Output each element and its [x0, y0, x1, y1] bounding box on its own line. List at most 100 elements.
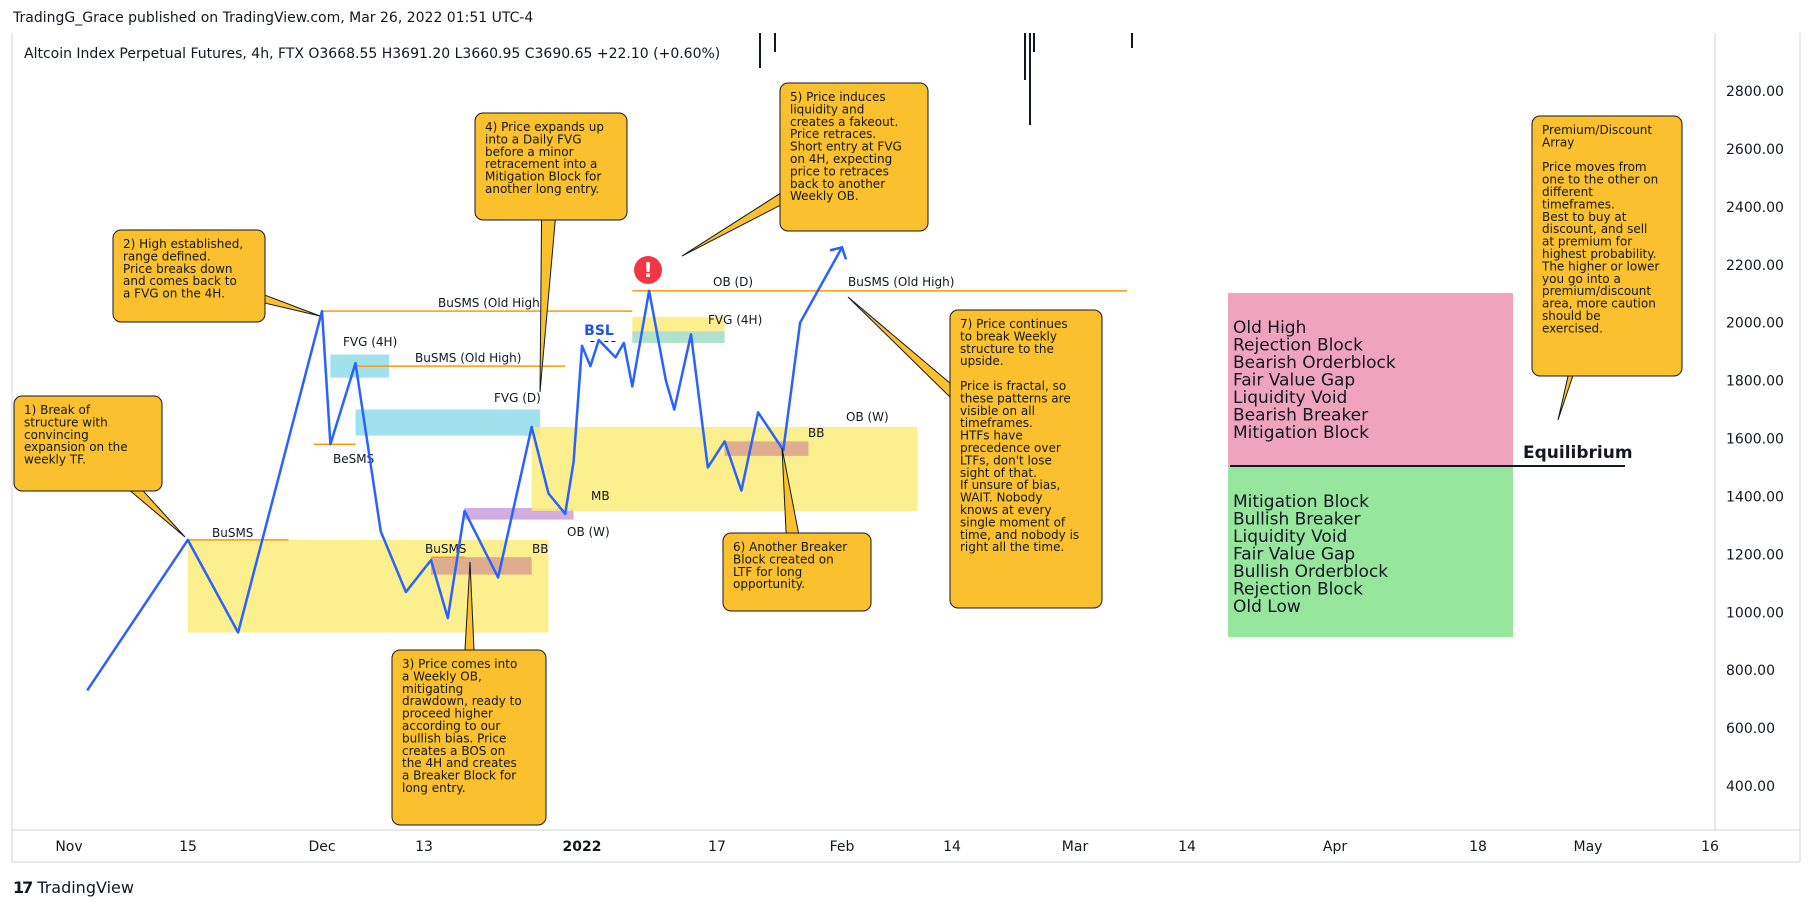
annotation-text: area, more caution	[1542, 297, 1656, 311]
annotation-text: should be	[1542, 309, 1601, 323]
annotation-text: Price breaks down	[123, 262, 233, 276]
x-tick-label: 18	[1469, 839, 1487, 855]
annotation-text: these patterns are	[960, 391, 1071, 405]
annotation-text: 4) Price expands up	[485, 120, 604, 134]
annotation-text: long entry.	[402, 781, 466, 795]
annotation-text: proceed higher	[402, 707, 493, 721]
annotation-callout	[112, 229, 266, 323]
x-tick-label: Nov	[55, 839, 82, 855]
annotation-text: 5) Price induces	[790, 90, 886, 104]
zone-label-fvg-d: FVG (D)	[494, 391, 541, 405]
y-tick-label: 1200.00	[1726, 547, 1784, 563]
annotation-text: visible on all	[960, 404, 1035, 418]
zone-label-fvg-4h: FVG (4H)	[708, 313, 762, 327]
annotation-callout	[13, 395, 163, 492]
x-tick-label: 14	[1178, 839, 1196, 855]
x-tick-label: 15	[179, 839, 197, 855]
level-label-busms: BuSMS	[425, 542, 466, 556]
level-label-old-high: BuSMS (Old High)	[848, 275, 954, 289]
annotation-text: If unsure of bias,	[960, 478, 1060, 492]
annotation-text: different	[1542, 185, 1593, 199]
zone-label-fvg-4h: FVG (4H)	[343, 335, 397, 349]
y-tick-label: 2600.00	[1726, 142, 1784, 158]
annotation-text: Best to buy at	[1542, 210, 1627, 224]
annotation-text: at premium for	[1542, 235, 1632, 249]
x-tick-label: 17	[708, 839, 726, 855]
level-label-ob-d: OB (D)	[713, 275, 753, 289]
annotation-text: 1) Break of	[24, 403, 91, 417]
annotation-text: discount, and sell	[1542, 222, 1647, 236]
annotation-text: a FVG on the 4H.	[123, 287, 225, 301]
annotation-text: knows at every	[960, 503, 1052, 517]
annotation-text: LTFs, don't lose	[960, 453, 1052, 467]
annotation-text: a Weekly OB,	[402, 669, 482, 683]
annotation-text: The higher or lower	[1541, 259, 1659, 273]
annotation-text: on 4H, expecting	[790, 152, 892, 166]
y-tick-label: 2400.00	[1726, 200, 1784, 216]
x-tick-label: Mar	[1062, 839, 1089, 855]
annotation-text: range defined.	[123, 249, 211, 263]
zone-label-ob-w: OB (W)	[567, 525, 610, 539]
brand[interactable]: 17 TradingView	[13, 878, 134, 897]
annotation-text: time, and nobody is	[960, 528, 1079, 542]
x-tick-label: 13	[415, 839, 433, 855]
annotation-text: opportunity.	[733, 577, 805, 591]
annotation-text: highest probability.	[1542, 247, 1656, 261]
annotation-text: the 4H and creates	[402, 756, 517, 770]
annotation-text: Premium/Discount	[1542, 123, 1652, 137]
tradingview-logo-icon: 17	[13, 878, 33, 897]
annotation-text: structure to the	[960, 342, 1054, 356]
annotation-text: liquidity and	[790, 102, 864, 116]
price-zone	[187, 539, 549, 633]
price-zone	[531, 426, 918, 511]
annotation-text: Price retraces.	[790, 127, 876, 141]
x-tick-label: 16	[1701, 839, 1719, 855]
y-tick-label: 1800.00	[1726, 374, 1784, 390]
price-zone	[355, 409, 541, 436]
symbol-header: Altcoin Index Perpetual Futures, 4h, FTX…	[24, 46, 720, 62]
x-tick-label: Dec	[308, 839, 335, 855]
discount-list-item: Bullish Orderblock	[1233, 562, 1388, 582]
annotation-text: you go into a	[1542, 272, 1621, 286]
discount-list-item: Bullish Breaker	[1233, 510, 1360, 530]
annotation-text: one to the other on	[1542, 173, 1658, 187]
annotation-text: single moment of	[960, 515, 1066, 529]
zone-label-bb: BB	[532, 542, 548, 556]
discount-list-item: Old Low	[1233, 597, 1301, 617]
x-tick-label: Apr	[1323, 839, 1347, 855]
premium-list-item: Liquidity Void	[1233, 388, 1347, 408]
annotation-text: another long entry.	[485, 182, 599, 196]
annotation-text: creates a fakeout.	[790, 115, 898, 129]
annotation-text: 6) Another Breaker	[733, 540, 847, 554]
annotation-text: LTF for long	[733, 565, 802, 579]
y-tick-label: 600.00	[1726, 721, 1775, 737]
annotation-text: before a minor	[485, 145, 574, 159]
brand-name: TradingView	[37, 878, 134, 897]
x-tick-label: 14	[943, 839, 961, 855]
price-line	[86, 246, 844, 692]
annotation-text: retracement into a	[485, 157, 597, 171]
annotation-text: Price is fractal, so	[960, 379, 1066, 393]
x-tick-label: 2022	[563, 839, 602, 855]
y-tick-label: 800.00	[1726, 663, 1775, 679]
level-label-besms: BeSMS	[333, 452, 374, 466]
discount-list-item: Mitigation Block	[1233, 492, 1369, 512]
annotation-callout	[949, 309, 1103, 609]
y-tick-label: 1600.00	[1726, 432, 1784, 448]
annotation-text: Weekly OB.	[790, 189, 859, 203]
price-zone	[431, 557, 532, 575]
annotation-text: price to retraces	[790, 164, 889, 178]
annotation-text: 2) High established,	[123, 237, 243, 251]
annotation-text: back to another	[790, 177, 885, 191]
annotation-text: expansion on the	[24, 440, 128, 454]
annotation-text: timeframes.	[960, 416, 1033, 430]
annotation-text: and comes back to	[123, 274, 237, 288]
annotation-callout	[474, 112, 628, 221]
premium-zone	[1228, 293, 1513, 466]
discount-zone	[1228, 466, 1513, 637]
discount-list-item: Rejection Block	[1233, 580, 1363, 600]
equilibrium-label: Equilibrium	[1523, 443, 1633, 463]
zone-label-bb: BB	[808, 426, 824, 440]
premium-list-item: Old High	[1233, 318, 1306, 338]
